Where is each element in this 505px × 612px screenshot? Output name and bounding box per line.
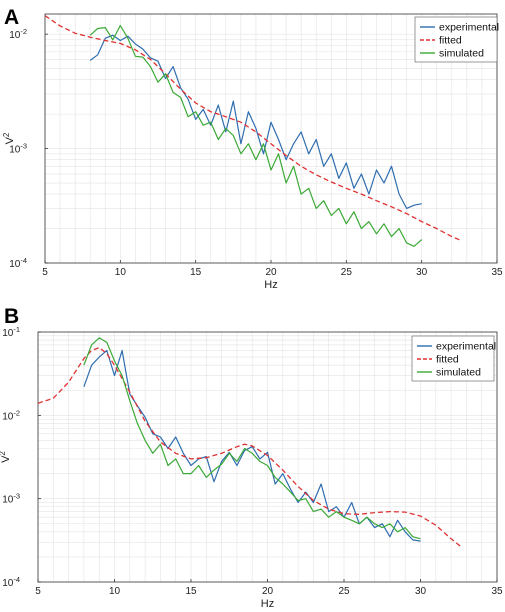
legend-label-experimental: experimental — [436, 341, 496, 353]
series-line-fitted — [37, 346, 463, 548]
x-tick-label: 30 — [416, 267, 428, 278]
y-tick-label: 10-3 — [2, 492, 20, 506]
x-axis-label: Hz — [264, 279, 277, 291]
series-line-simulated — [89, 24, 423, 247]
y-tick-label: 10-4 — [2, 575, 20, 589]
panel-label: A — [4, 6, 19, 29]
x-axis-label: Hz — [261, 598, 274, 610]
y-tick-label: 10-2 — [9, 27, 27, 41]
x-tick-label: 25 — [338, 586, 350, 597]
legend-label-experimental: experimental — [439, 22, 499, 34]
y-tick-label: 10-2 — [2, 408, 20, 422]
y-axis-label: V2 — [0, 451, 12, 463]
y-tick-label: 10-4 — [9, 256, 27, 270]
x-tick-label: 20 — [262, 586, 274, 597]
x-tick-label: 25 — [341, 267, 353, 278]
x-tick-label: 15 — [185, 586, 197, 597]
series-line-experimental — [89, 34, 422, 209]
series-line-simulated — [83, 337, 421, 540]
x-tick-label: 5 — [42, 267, 48, 278]
legend-label-simulated: simulated — [436, 367, 481, 379]
x-tick-label: 5 — [35, 586, 41, 597]
legend-label-simulated: simulated — [439, 48, 484, 60]
x-tick-label: 35 — [491, 586, 503, 597]
y-tick-label: 10-3 — [9, 142, 27, 156]
legend-label-fitted: fitted — [436, 354, 459, 366]
series-line-fitted — [44, 15, 462, 241]
legend-label-fitted: fitted — [439, 35, 462, 47]
panel-label: B — [4, 305, 19, 328]
x-tick-label: 10 — [115, 267, 127, 278]
x-tick-label: 20 — [265, 267, 277, 278]
y-tick-label: 10-1 — [2, 325, 20, 339]
x-tick-label: 10 — [109, 586, 121, 597]
x-tick-label: 15 — [190, 267, 202, 278]
y-axis-label: V2 — [2, 132, 16, 144]
chart-panel-b: B 5 10 15 20 25 30 35 10-1 10-2 10-3 10-4 Hz V2 experi… — [0, 305, 503, 610]
x-tick-label: 30 — [415, 586, 427, 597]
chart-panel-a: A 5 10 15 20 25 30 35 10-2 10-3 10-4 Hz V2 experiment… — [2, 6, 503, 291]
x-tick-label: 35 — [491, 267, 503, 278]
